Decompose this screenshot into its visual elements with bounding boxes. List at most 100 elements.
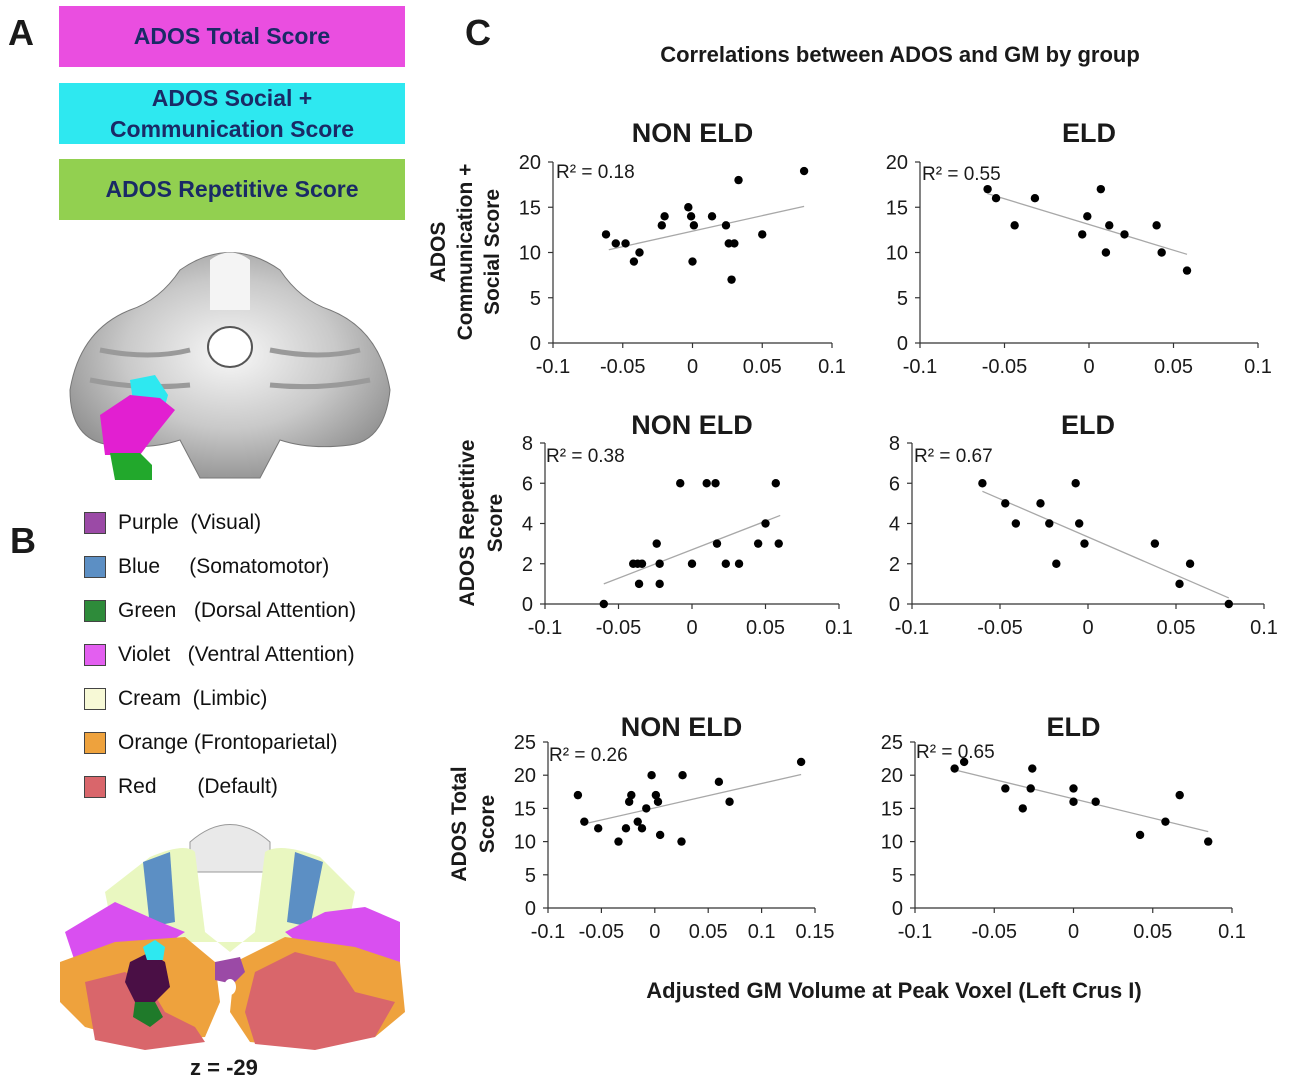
data-point (642, 804, 651, 813)
data-point (1175, 790, 1184, 800)
x-tick-label: -0.05 (600, 356, 646, 378)
data-point (599, 599, 608, 609)
data-point (677, 837, 686, 846)
x-tick-label: -0.1 (536, 356, 570, 378)
legend-swatch (84, 688, 106, 710)
data-point (637, 824, 647, 833)
score-box-label: ADOS Total Score (133, 23, 331, 49)
y-tick-label: 25 (881, 732, 903, 754)
data-point (635, 248, 644, 257)
legend-label: Blue (Somatomotor) (118, 555, 330, 578)
x-tick-label: -0.1 (895, 617, 929, 639)
data-point (721, 221, 731, 230)
y-tick-label: 0 (530, 333, 541, 355)
y-tick-label: 4 (889, 514, 900, 536)
scatter-plot: NON ELD 0 5 10 15 20 25 -0.1 -0.05 0 0.05 0.1 0.15 R²… (514, 712, 835, 943)
x-tick-label: -0.1 (528, 617, 562, 639)
data-point (652, 539, 661, 548)
y-tick-label: 8 (522, 433, 533, 455)
x-tick-label: 0.1 (818, 356, 846, 378)
y-tick-label: 2 (889, 554, 900, 576)
trend-line (608, 205, 805, 251)
x-tick-label: -0.05 (579, 921, 625, 943)
data-point (1204, 837, 1213, 846)
x-tick-label: 0.05 (743, 356, 782, 378)
data-point (647, 771, 656, 780)
data-point (1026, 784, 1035, 793)
y-tick-label: 10 (886, 243, 908, 265)
y-tick-label: 0 (889, 594, 900, 616)
plot-title: NON ELD (632, 118, 754, 148)
figure-title: Correlations between ADOS and GM by grou… (660, 42, 1140, 67)
data-point (1030, 194, 1040, 203)
y-tick-label: 5 (530, 288, 541, 310)
data-point (687, 559, 697, 568)
data-point (634, 579, 644, 589)
x-tick-label: 0 (1068, 921, 1079, 943)
y-tick-label: 15 (886, 197, 908, 219)
y-tick-label: 20 (514, 765, 536, 787)
y-tick-label: 0 (897, 333, 908, 355)
data-point (712, 539, 722, 548)
trend-line (982, 490, 1230, 599)
data-point (711, 479, 720, 488)
data-point (627, 790, 636, 800)
plot-title: ELD (1047, 712, 1101, 742)
data-point (1018, 804, 1027, 813)
plot-title: NON ELD (631, 410, 753, 440)
data-point (1028, 764, 1037, 773)
data-point (1075, 519, 1084, 528)
legend-swatch (84, 556, 106, 578)
data-point (686, 212, 696, 221)
scatter-plot: ELD 0 2 4 6 8 -0.1 -0.05 0 0.05 0.1 R² = 0.67 (889, 410, 1278, 639)
x-tick-label: 0.1 (1244, 356, 1272, 378)
cerebellum-slice-a-image (69, 252, 391, 480)
panel-label-c: C (465, 12, 491, 53)
y-tick-label: 5 (525, 865, 536, 887)
x-tick-label: -0.1 (531, 921, 565, 943)
legend-item: Orange (Frontoparietal) (84, 728, 337, 758)
data-point (1001, 499, 1010, 508)
x-tick-label: -0.05 (977, 617, 1023, 639)
data-point (1010, 221, 1019, 230)
plot-title: ELD (1061, 410, 1115, 440)
data-point (1071, 479, 1080, 488)
data-point (1069, 784, 1078, 793)
data-point (593, 824, 603, 833)
r-squared-label: R² = 0.18 (556, 162, 635, 183)
data-point (1011, 519, 1021, 528)
x-tick-label: 0.1 (825, 617, 853, 639)
data-point (614, 837, 623, 846)
data-point (1091, 797, 1100, 806)
data-point (676, 479, 685, 488)
data-point (771, 479, 780, 488)
score-box-label: ADOS Social + Communication Score (109, 84, 355, 142)
legend-label: Cream (Limbic) (118, 687, 268, 710)
y-tick-label: 0 (522, 594, 533, 616)
data-point (799, 166, 809, 176)
x-tick-label: 0.15 (796, 921, 835, 943)
legend-item: Blue (Somatomotor) (84, 552, 329, 582)
data-point (1185, 559, 1195, 568)
slice-label: z = -29 (190, 1055, 258, 1080)
score-box-social: ADOS Social + Communication Score (59, 83, 405, 144)
score-box-repetitive: ADOS Repetitive Score (59, 159, 405, 220)
data-point (637, 559, 647, 568)
trend-line (585, 773, 802, 825)
data-point (1001, 784, 1010, 793)
legend-item: Cream (Limbic) (84, 684, 267, 714)
legend-swatch (84, 600, 106, 622)
y-tick-label: 6 (889, 473, 900, 495)
data-point (1157, 248, 1166, 257)
x-tick-label: 0 (686, 617, 697, 639)
y-tick-label: 5 (897, 288, 908, 310)
y-axis-label: ADOS (427, 222, 450, 283)
r-squared-label: R² = 0.67 (914, 446, 993, 467)
x-tick-label: -0.05 (971, 921, 1017, 943)
data-point (950, 764, 959, 773)
data-point (714, 777, 724, 787)
data-point (730, 239, 739, 248)
data-point (727, 275, 736, 284)
legend-item: Purple (Visual) (84, 508, 261, 538)
score-box-total: ADOS Total Score (59, 6, 405, 67)
